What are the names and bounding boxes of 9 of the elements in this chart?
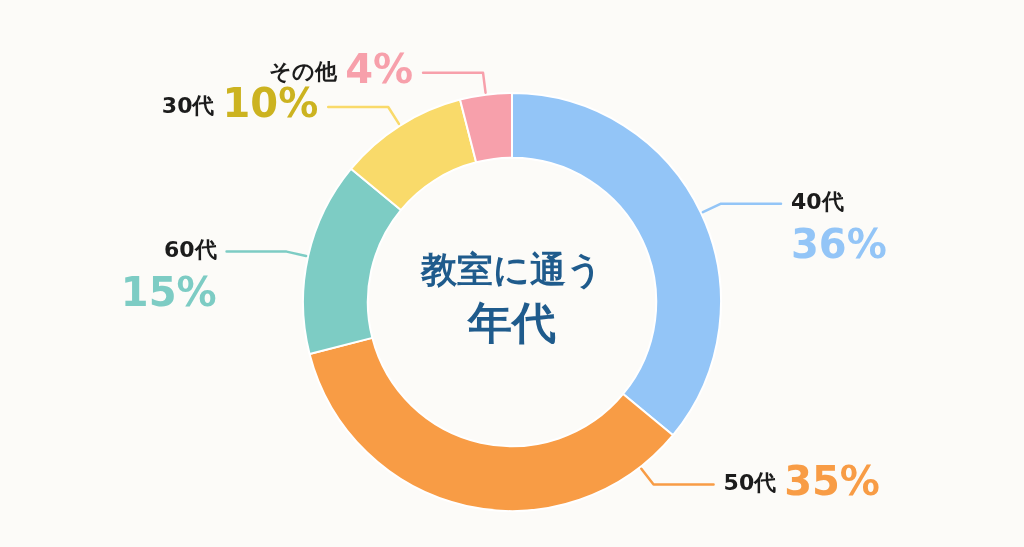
data-label: 35% <box>784 457 880 504</box>
data-label: 4% <box>345 46 414 93</box>
slice-label: 40代 <box>791 189 844 215</box>
text: 教室に通う年代 <box>420 249 603 349</box>
slice-label: 30代 <box>161 92 215 118</box>
slice-label: 60代 <box>163 237 217 263</box>
data-label: 15% <box>120 269 217 315</box>
slice-label: 50代 <box>723 470 777 496</box>
data-label: 36% <box>791 221 887 268</box>
